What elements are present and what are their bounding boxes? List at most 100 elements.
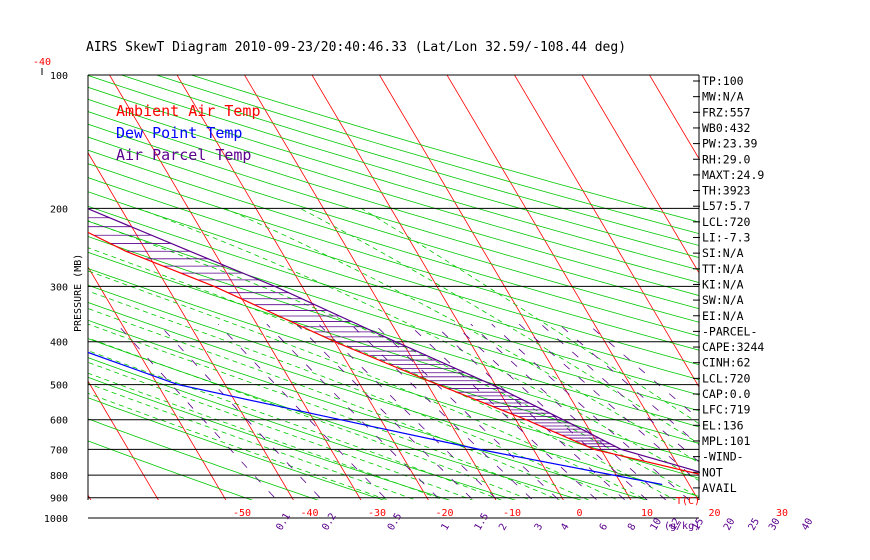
stat-item: SI:N/A bbox=[702, 246, 744, 260]
top-temp-tick-label: -40 bbox=[33, 57, 51, 68]
mixing-ratio-tick-label: 3 bbox=[533, 522, 546, 533]
stat-item: SW:N/A bbox=[702, 293, 744, 307]
mixing-ratio-tick-label: 4 bbox=[559, 522, 572, 533]
isotherm-line bbox=[244, 75, 497, 500]
profile-dew-point-temp bbox=[88, 351, 663, 486]
moist-adiabat-line bbox=[88, 290, 619, 500]
moist-adiabat-line bbox=[88, 361, 474, 500]
dry-adiabat-line bbox=[88, 86, 699, 271]
isotherm-line bbox=[581, 75, 699, 274]
bottom-temp-tick-label: -10 bbox=[503, 508, 521, 519]
temperature-unit-label: T(C) bbox=[676, 496, 700, 507]
bottom-temp-tick-label: 0 bbox=[577, 508, 583, 519]
y-axis-label: PRESSURE (MB) bbox=[73, 254, 84, 332]
pressure-tick-label: 100 bbox=[50, 71, 68, 82]
mixing-ratio-tick-label: 0.5 bbox=[386, 511, 405, 532]
stat-item: WB0:432 bbox=[702, 121, 750, 135]
mixing-ratio-line bbox=[350, 323, 534, 500]
stat-item: LCL:720 bbox=[702, 371, 751, 385]
pressure-tick-label: 200 bbox=[50, 204, 68, 215]
moist-adiabat-line bbox=[138, 208, 699, 482]
pressure-tick-label: 500 bbox=[50, 381, 68, 392]
mixing-ratio-tick-label: 8 bbox=[626, 522, 639, 533]
stat-item: TP:100 bbox=[702, 74, 744, 88]
bottom-temp-tick-label: -50 bbox=[233, 508, 251, 519]
stat-item: AVAIL bbox=[702, 481, 737, 495]
moist-adiabat-line bbox=[88, 337, 532, 500]
dry-adiabat-line bbox=[88, 397, 385, 500]
dry-adiabat-line bbox=[88, 149, 699, 337]
stat-item: LCL:720 bbox=[702, 215, 751, 229]
moist-adiabat-line bbox=[361, 208, 699, 425]
moist-adiabat-line bbox=[224, 208, 699, 464]
mixing-ratio-line bbox=[217, 323, 388, 500]
dry-adiabat-line bbox=[88, 177, 699, 366]
legend-air-parcel-temp: Air Parcel Temp bbox=[116, 146, 251, 164]
mixing-ratio-line bbox=[470, 323, 667, 500]
stat-item: CINH:62 bbox=[702, 356, 750, 370]
dry-adiabat-line bbox=[88, 319, 648, 500]
stat-item: TH:3923 bbox=[702, 184, 751, 198]
mixing-ratio-tick-label: 6 bbox=[598, 522, 611, 533]
legend: Ambient Air Temp Dew Point Temp Air Parcel… bbox=[116, 102, 261, 164]
moist-adiabat-line bbox=[88, 323, 561, 500]
mixing-ratio-line bbox=[491, 323, 690, 500]
isotherm-line bbox=[649, 75, 699, 160]
moist-adiabat-line bbox=[88, 350, 503, 500]
mixing-ratio-tick-label: 15 bbox=[691, 517, 707, 533]
dry-adiabat-line bbox=[88, 163, 699, 351]
mixing-ratio-unit-paren: (g/kg) bbox=[664, 521, 700, 532]
profile-air-parcel-temp bbox=[88, 208, 699, 473]
stat-item: LFC:719 bbox=[702, 403, 751, 417]
stat-item: L57:5.7 bbox=[702, 199, 751, 213]
mixing-ratio-line bbox=[408, 323, 598, 500]
isotherm-line bbox=[88, 151, 294, 500]
stat-item: EI:N/A bbox=[702, 309, 744, 323]
mixing-ratio-tick-label: 25 bbox=[747, 517, 763, 533]
dry-adiabat-line bbox=[88, 205, 699, 396]
mixing-ratio-tick-label: 0.1 bbox=[274, 511, 293, 532]
isotherm-line bbox=[446, 75, 699, 500]
moist-adiabat-line bbox=[299, 208, 699, 445]
dry-adiabat-line bbox=[88, 98, 699, 283]
dry-adiabat-line bbox=[88, 136, 699, 323]
mixing-ratio-tick-label: 2 bbox=[497, 522, 510, 533]
isotherm-line bbox=[88, 266, 227, 500]
dry-adiabat-line bbox=[88, 284, 699, 479]
stat-item: CAP:0.0 bbox=[702, 387, 751, 401]
moist-adiabat-line bbox=[88, 308, 590, 500]
chart-title: AIRS SkewT Diagram 2010-09-23/20:40:46.3… bbox=[86, 40, 626, 55]
stat-item: FRZ:557 bbox=[702, 105, 751, 119]
mixing-ratio-tick-label: 12 bbox=[667, 517, 683, 533]
pressure-tick-label: 700 bbox=[50, 445, 68, 456]
pressure-tick-label: 800 bbox=[50, 471, 68, 482]
stat-item: EL:136 bbox=[702, 418, 744, 432]
mixing-ratio-line bbox=[158, 323, 323, 500]
pressure-tick-label: 1000 bbox=[44, 514, 68, 525]
mixing-ratio-tick-label: 1.5 bbox=[473, 511, 492, 532]
dry-adiabat-line bbox=[88, 111, 699, 296]
stat-item: PW:23.39 bbox=[702, 137, 757, 151]
stat-item: MAXT:24.9 bbox=[702, 168, 764, 182]
dry-adiabat-line bbox=[88, 357, 517, 500]
stat-item: MW:N/A bbox=[702, 90, 744, 104]
mixing-ratio-line bbox=[116, 323, 278, 500]
dry-adiabat-line bbox=[88, 191, 699, 381]
profile-ambient-air-temp bbox=[88, 231, 699, 475]
pressure-tick-label: 400 bbox=[50, 338, 68, 349]
sounding-profiles bbox=[88, 208, 699, 486]
stat-item: RH:29.0 bbox=[702, 152, 751, 166]
stat-item: TT:N/A bbox=[702, 262, 744, 276]
moist-adiabat-line bbox=[88, 383, 417, 500]
cape-hatching bbox=[88, 217, 622, 450]
mixing-ratio-line bbox=[433, 323, 626, 500]
isobar-lines bbox=[87, 74, 700, 519]
stat-item: KI:N/A bbox=[702, 277, 744, 291]
stat-item: -PARCEL- bbox=[702, 324, 757, 338]
background-grid bbox=[88, 75, 699, 500]
isotherm-line bbox=[379, 75, 632, 500]
stat-item: CAPE:3244 bbox=[702, 340, 764, 354]
bottom-temp-tick-label: -40 bbox=[301, 508, 319, 519]
dry-adiabat-line bbox=[88, 251, 699, 444]
